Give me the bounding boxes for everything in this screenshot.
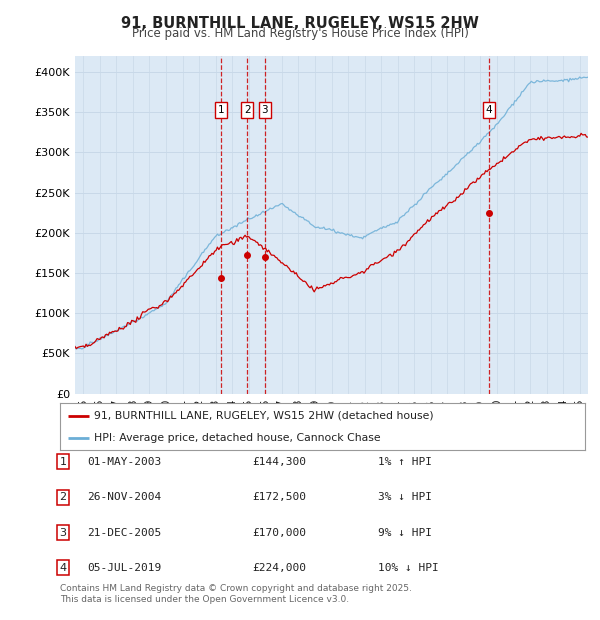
Text: 4: 4: [59, 563, 67, 573]
Text: 26-NOV-2004: 26-NOV-2004: [87, 492, 161, 502]
Text: £224,000: £224,000: [252, 563, 306, 573]
Text: 1: 1: [59, 457, 67, 467]
Text: 1: 1: [218, 105, 224, 115]
Text: 4: 4: [485, 105, 492, 115]
Text: 2: 2: [244, 105, 250, 115]
Text: 2: 2: [59, 492, 67, 502]
Text: 3: 3: [59, 528, 67, 538]
Text: 1% ↑ HPI: 1% ↑ HPI: [378, 457, 432, 467]
Text: 01-MAY-2003: 01-MAY-2003: [87, 457, 161, 467]
Text: Contains HM Land Registry data © Crown copyright and database right 2025.
This d: Contains HM Land Registry data © Crown c…: [60, 583, 412, 604]
Text: HPI: Average price, detached house, Cannock Chase: HPI: Average price, detached house, Cann…: [94, 433, 381, 443]
Text: 3% ↓ HPI: 3% ↓ HPI: [378, 492, 432, 502]
Text: 91, BURNTHILL LANE, RUGELEY, WS15 2HW (detached house): 91, BURNTHILL LANE, RUGELEY, WS15 2HW (d…: [94, 410, 434, 420]
Text: 91, BURNTHILL LANE, RUGELEY, WS15 2HW: 91, BURNTHILL LANE, RUGELEY, WS15 2HW: [121, 16, 479, 30]
Text: 9% ↓ HPI: 9% ↓ HPI: [378, 528, 432, 538]
Text: 05-JUL-2019: 05-JUL-2019: [87, 563, 161, 573]
Text: 3: 3: [262, 105, 268, 115]
Text: Price paid vs. HM Land Registry's House Price Index (HPI): Price paid vs. HM Land Registry's House …: [131, 27, 469, 40]
Text: 21-DEC-2005: 21-DEC-2005: [87, 528, 161, 538]
Text: £170,000: £170,000: [252, 528, 306, 538]
Text: 10% ↓ HPI: 10% ↓ HPI: [378, 563, 439, 573]
Text: £172,500: £172,500: [252, 492, 306, 502]
Text: £144,300: £144,300: [252, 457, 306, 467]
